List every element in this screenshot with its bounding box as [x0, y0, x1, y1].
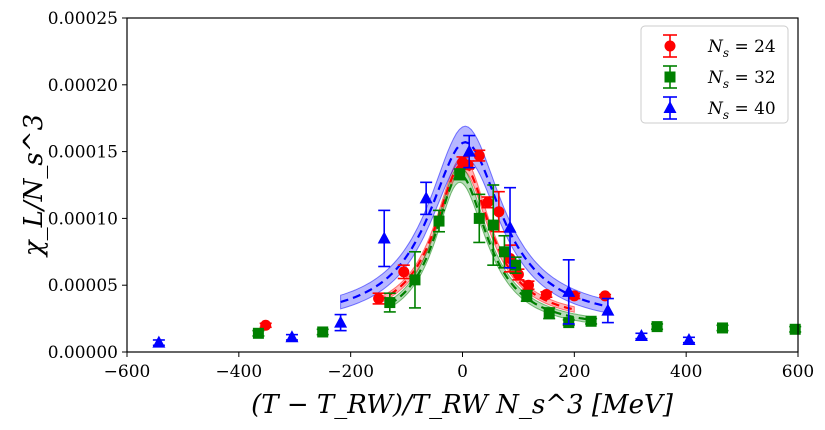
y-tick-label: 0.00020: [48, 76, 118, 96]
fit-line: [340, 141, 609, 308]
data-point: [317, 326, 329, 338]
data-point: [521, 290, 533, 302]
legend-label: Ns = 24: [707, 37, 776, 60]
data-point: [473, 212, 485, 224]
data-point: [522, 279, 534, 291]
x-axis-label: (T − T_RW)/T_RW N_s^3 [MeV]: [251, 390, 674, 420]
data-point: [510, 259, 522, 271]
data-point: [503, 220, 517, 233]
legend-label: Ns = 40: [707, 99, 776, 122]
x-tick-label: 600: [782, 362, 814, 382]
fit-line: [389, 173, 595, 322]
data-point: [487, 219, 499, 231]
data-point: [717, 322, 729, 334]
data-point: [482, 196, 494, 208]
legend-box: [640, 25, 789, 124]
y-tick-label: 0.00015: [48, 143, 118, 163]
data-point: [419, 191, 433, 204]
data-point: [409, 274, 421, 286]
legend-marker: [664, 40, 676, 52]
legend-marker: [663, 101, 677, 113]
x-tick-label: 400: [670, 362, 702, 382]
data-point: [384, 297, 396, 309]
data-point: [651, 321, 663, 333]
data-point: [473, 150, 485, 162]
legend-marker: [664, 71, 676, 83]
data-point: [562, 284, 576, 297]
x-tick-label: 200: [558, 362, 590, 382]
data-point: [433, 215, 445, 227]
x-tick-label: 0: [457, 362, 468, 382]
data-points: [152, 134, 802, 348]
data-point: [334, 315, 348, 328]
data-point: [285, 330, 299, 343]
data-point: [373, 293, 385, 305]
y-axis-ticks: 0.00000 0.00005 0.00010 0.00015 0.00020 0.000…: [48, 9, 127, 363]
y-tick-label: 0.00010: [48, 209, 118, 229]
data-point: [601, 303, 615, 316]
data-point: [152, 335, 166, 348]
data-point: [585, 315, 597, 327]
y-axis-label: χ_L/N_s^3: [19, 114, 49, 258]
data-point: [599, 290, 611, 302]
data-point: [498, 246, 510, 258]
data-point: [398, 266, 410, 278]
data-point: [634, 328, 648, 341]
data-point: [462, 144, 476, 157]
legend: Ns = 24 Ns = 32 Ns = 40: [640, 25, 789, 124]
y-tick-label: 0.00005: [48, 276, 118, 296]
data-point: [789, 323, 801, 335]
data-point: [377, 231, 391, 244]
data-point: [454, 168, 466, 180]
x-tick-label: −600: [104, 362, 151, 382]
data-point: [682, 332, 696, 345]
x-tick-label: −200: [327, 362, 374, 382]
x-axis-ticks: −600 −400 −200 0 200 400 600: [104, 352, 814, 382]
y-tick-label: 0.00000: [48, 343, 118, 363]
data-point: [543, 307, 555, 319]
y-tick-label: 0.00025: [48, 9, 118, 29]
legend-label: Ns = 32: [707, 68, 776, 91]
x-tick-label: −400: [215, 362, 262, 382]
data-point: [252, 327, 264, 339]
data-point: [512, 269, 524, 281]
data-point: [493, 206, 505, 218]
data-point: [540, 289, 552, 301]
